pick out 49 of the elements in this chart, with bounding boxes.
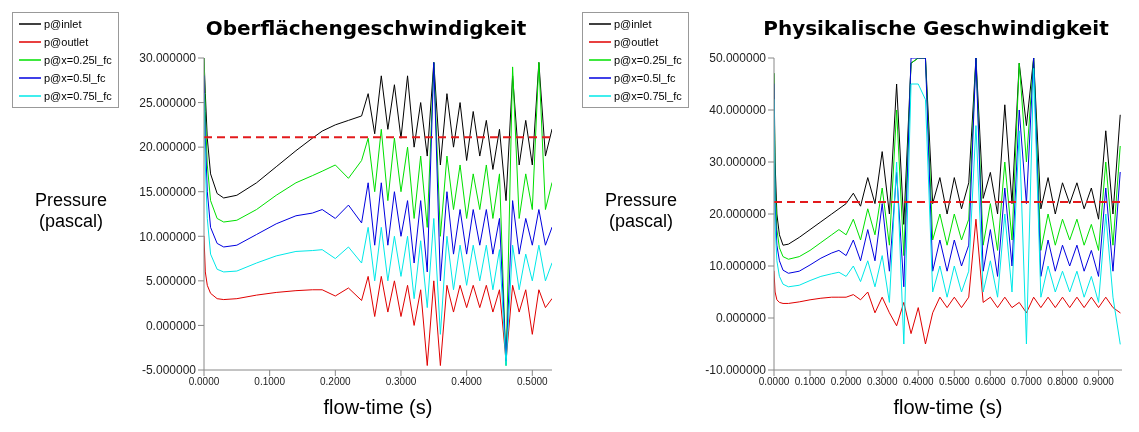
x-tick-label: 0.4000 bbox=[451, 376, 483, 388]
x-tick-label: 0.4000 bbox=[902, 376, 934, 388]
y-axis-title: Pressure (pascal) bbox=[34, 190, 108, 232]
chart-title: Oberflächengeschwindigkeit bbox=[204, 16, 528, 40]
y-tick-label: 40.000000 bbox=[709, 103, 767, 118]
y-tick-label: 0.000000 bbox=[715, 311, 767, 326]
x-tick-label: 0.2000 bbox=[830, 376, 862, 388]
y-tick-label: 5.000000 bbox=[145, 274, 197, 289]
legend-label: p@x=0.5l_fc bbox=[614, 72, 676, 84]
y-tick-label: -10.000000 bbox=[705, 363, 767, 378]
line-series bbox=[774, 67, 1121, 345]
legend-label: p@x=0.75l_fc bbox=[614, 90, 682, 102]
y-tick-label: 10.000000 bbox=[139, 229, 197, 244]
y-tick-label: 30.000000 bbox=[139, 51, 197, 66]
x-tick-label: 0.0000 bbox=[758, 376, 790, 388]
x-tick-label: 0.3000 bbox=[385, 376, 417, 388]
y-axis-title: Pressure (pascal) bbox=[604, 190, 678, 232]
y-tick-label: -5.000000 bbox=[141, 363, 197, 378]
y-tick-label: 15.000000 bbox=[139, 184, 197, 199]
legend-label: p@inlet bbox=[614, 18, 652, 30]
x-tick-label: 0.6000 bbox=[975, 376, 1007, 388]
legend-label: p@outlet bbox=[614, 36, 659, 48]
x-tick-label: 0.5000 bbox=[939, 376, 971, 388]
x-tick-label: 0.8000 bbox=[1047, 376, 1079, 388]
y-tick-label: 10.000000 bbox=[709, 259, 767, 274]
x-tick-label: 0.9000 bbox=[1083, 376, 1115, 388]
legend-label: p@inlet bbox=[44, 18, 82, 30]
y-tick-label: 0.000000 bbox=[145, 318, 197, 333]
x-axis-title: flow-time (s) bbox=[322, 396, 434, 419]
x-tick-label: 0.5000 bbox=[517, 376, 549, 388]
x-tick-label: 0.7000 bbox=[1011, 376, 1043, 388]
legend-label: p@x=0.25l_fc bbox=[614, 54, 682, 66]
y-tick-label: 50.000000 bbox=[709, 51, 767, 66]
legend-label: p@x=0.75l_fc bbox=[44, 90, 112, 102]
x-axis-title: flow-time (s) bbox=[892, 396, 1004, 419]
x-tick-label: 0.1000 bbox=[794, 376, 826, 388]
x-tick-label: 0.2000 bbox=[320, 376, 352, 388]
x-tick-label: 0.0000 bbox=[188, 376, 220, 388]
y-tick-label: 20.000000 bbox=[139, 140, 197, 155]
legend-label: p@x=0.5l_fc bbox=[44, 72, 106, 84]
chart-title: Physikalische Geschwindigkeit bbox=[762, 16, 1110, 40]
x-tick-label: 0.1000 bbox=[254, 376, 286, 388]
y-tick-label: 30.000000 bbox=[709, 155, 767, 170]
y-tick-label: 20.000000 bbox=[709, 207, 767, 222]
line-series bbox=[774, 218, 1121, 345]
legend-label: p@x=0.25l_fc bbox=[44, 54, 112, 66]
x-tick-label: 0.3000 bbox=[866, 376, 898, 388]
legend-label: p@outlet bbox=[44, 36, 89, 48]
y-tick-label: 25.000000 bbox=[139, 95, 197, 110]
